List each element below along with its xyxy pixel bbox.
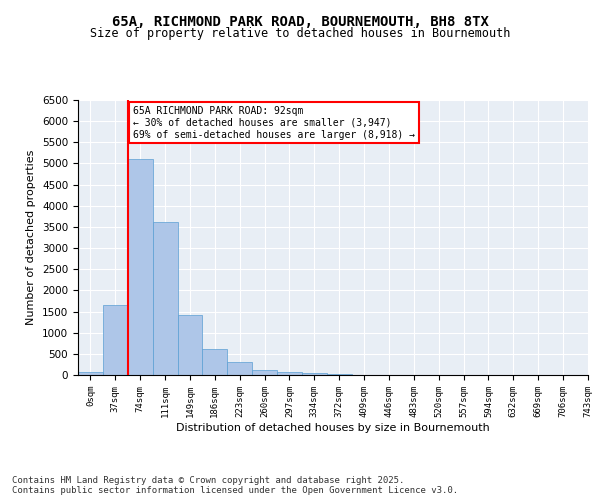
Bar [103,305,128,375]
Bar [152,222,178,375]
Y-axis label: Number of detached properties: Number of detached properties [26,150,37,325]
Bar [128,159,152,375]
Bar [178,315,202,375]
Bar [277,372,302,375]
X-axis label: Distribution of detached houses by size in Bournemouth: Distribution of detached houses by size … [176,422,490,432]
Text: Size of property relative to detached houses in Bournemouth: Size of property relative to detached ho… [90,28,510,40]
Bar [227,362,252,375]
Bar [252,370,277,375]
Bar [302,373,327,375]
Text: 65A, RICHMOND PARK ROAD, BOURNEMOUTH, BH8 8TX: 65A, RICHMOND PARK ROAD, BOURNEMOUTH, BH… [112,15,488,29]
Text: 65A RICHMOND PARK ROAD: 92sqm
← 30% of detached houses are smaller (3,947)
69% o: 65A RICHMOND PARK ROAD: 92sqm ← 30% of d… [133,106,415,140]
Text: Contains HM Land Registry data © Crown copyright and database right 2025.
Contai: Contains HM Land Registry data © Crown c… [12,476,458,495]
Bar [202,349,227,375]
Bar [327,374,352,375]
Bar [78,372,103,375]
